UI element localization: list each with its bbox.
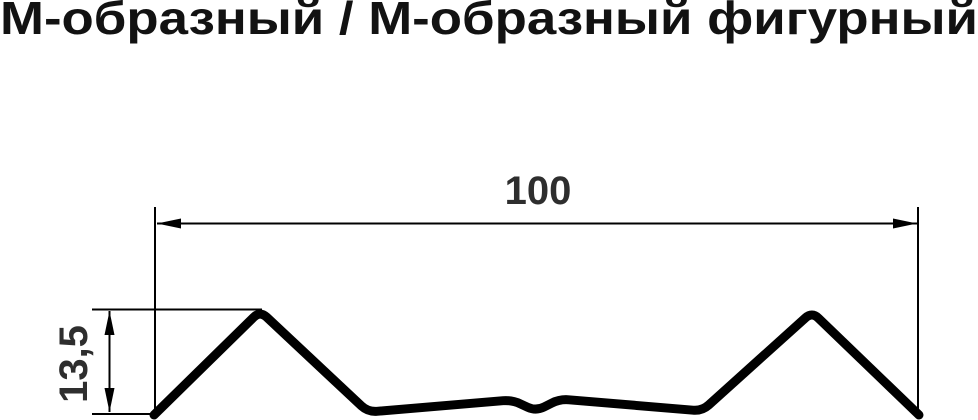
arrowhead-right-icon — [893, 218, 917, 229]
height-dimension: 13,5 — [52, 308, 262, 415]
page-title: М-образный / М-образный фигурный — [0, 0, 978, 44]
arrowhead-left-icon — [157, 218, 181, 229]
width-dimension-label: 100 — [505, 169, 572, 213]
width-dimension: 100 — [154, 169, 919, 416]
arrowhead-up-icon — [104, 311, 115, 335]
arrowhead-down-icon — [104, 388, 115, 412]
m-profile-outline — [149, 309, 924, 420]
height-dimension-label: 13,5 — [52, 325, 96, 403]
